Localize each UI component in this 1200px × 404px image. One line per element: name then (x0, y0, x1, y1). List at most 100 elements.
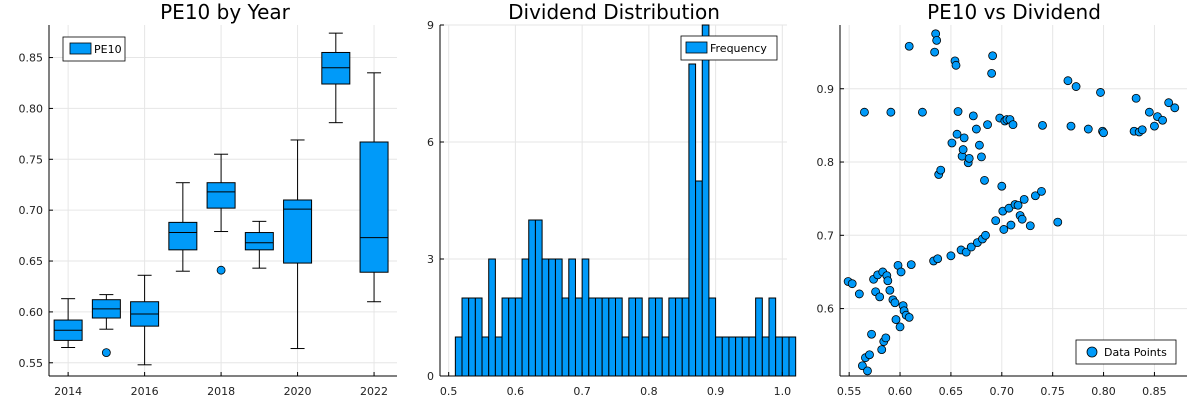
box (283, 199, 313, 264)
scatter-point (987, 68, 997, 78)
scatter-point (1013, 200, 1023, 210)
legend-label: Frequency (710, 42, 767, 55)
scatter-point (980, 175, 989, 185)
legend-swatch (69, 42, 92, 55)
scatter-point (865, 350, 874, 360)
y-tick-label: 3 (427, 253, 434, 266)
scatter-point (952, 129, 962, 139)
scatter-point (895, 322, 905, 332)
y-tick-label: 0.70 (19, 204, 44, 217)
histogram-bar (494, 336, 503, 377)
scatter-point (891, 315, 901, 324)
scatter-point (932, 35, 942, 45)
box (359, 141, 389, 273)
scatter-point (975, 140, 984, 150)
scatter-point (958, 145, 968, 154)
scatter-point (904, 41, 914, 51)
x-tick-label: 0.65 (939, 385, 964, 398)
scatter-point (847, 279, 857, 289)
scatter-point (854, 289, 864, 299)
scatter-point (1158, 115, 1167, 125)
histogram-bar (468, 297, 476, 377)
y-tick-label: 0.9 (817, 83, 835, 96)
histogram-bar (688, 63, 697, 377)
scatter-point (947, 138, 957, 148)
y-tick-labels: 0.55 0.60 0.65 0.70 0.75 0.80 0.85 (19, 52, 44, 370)
histogram-bar (474, 297, 483, 377)
histogram-bar (541, 258, 550, 377)
scatter-point (930, 47, 940, 57)
scatter-point (1053, 217, 1063, 227)
x-tick-label: 0.60 (888, 385, 913, 398)
histogram-bar (681, 297, 690, 377)
scatter-point (918, 107, 927, 117)
box (206, 182, 236, 209)
scatter-point (1030, 191, 1040, 201)
y-tick-label: 0.8 (817, 156, 835, 169)
histogram-bar (588, 297, 596, 377)
scatter-point (1038, 120, 1047, 130)
y-tick-label: 0.75 (19, 153, 44, 166)
scatter-point (1063, 76, 1073, 86)
scatter-point (863, 366, 872, 376)
scatter-point (1017, 214, 1027, 224)
scatter-point (946, 251, 956, 261)
histogram-bar (454, 336, 463, 377)
y-tick-label: 0.60 (19, 306, 44, 319)
y-tick-label: 0.85 (19, 52, 44, 65)
scatter-point (988, 51, 998, 61)
legend: Data Points (1075, 339, 1177, 365)
scatter-point (1099, 128, 1108, 138)
scatter-point (860, 107, 869, 117)
box (168, 221, 198, 251)
histogram-bar (788, 336, 797, 377)
scatter-point (1083, 124, 1093, 134)
histogram-bar (628, 297, 637, 377)
y-tick-label: 0 (427, 370, 434, 383)
histogram-bar (508, 297, 516, 377)
x-tick-label: 0.80 (1091, 385, 1116, 398)
x-tick-label: 2016 (131, 385, 159, 398)
histogram-bar (581, 258, 590, 377)
y-tick-label: 6 (427, 136, 434, 149)
histogram-bar (534, 219, 543, 377)
x-tick-label: 0.6 (507, 385, 525, 398)
histogram-bar (574, 297, 583, 377)
x-tick-labels: 0.5 0.6 0.7 0.8 0.9 1.0 (440, 385, 791, 398)
histogram-bar (568, 258, 576, 377)
histogram-bar (608, 297, 617, 377)
histogram-bar (728, 336, 737, 377)
scatter-point (1137, 125, 1147, 135)
scatter-point (1164, 98, 1174, 108)
scatter-point (964, 153, 974, 163)
x-tick-label: 2018 (207, 385, 235, 398)
histogram-bar (741, 336, 750, 377)
box-outlier (101, 348, 111, 358)
histogram-bar (501, 297, 510, 377)
y-tick-label: 0.6 (817, 303, 835, 316)
y-tick-label: 0.65 (19, 255, 44, 268)
scatter-point (983, 120, 992, 130)
legend-box (680, 35, 778, 61)
x-tick-label: 2020 (284, 385, 312, 398)
histogram-bar (748, 336, 757, 377)
x-tick-label: 0.75 (1040, 385, 1065, 398)
x-tick-label: 0.8 (640, 385, 658, 398)
histogram-bar (708, 297, 717, 377)
x-tick-label: 0.70 (990, 385, 1015, 398)
x-tick-label: 0.85 (1142, 385, 1167, 398)
histogram-bar (461, 297, 470, 377)
histogram-bar (621, 336, 630, 377)
legend-label: Data Points (1104, 346, 1167, 359)
scatter-point (1144, 107, 1154, 117)
points (843, 29, 1180, 376)
histogram-bar (715, 336, 723, 377)
axes (439, 24, 787, 377)
histogram-bar (781, 336, 790, 377)
grid (840, 25, 1187, 376)
histogram-bar (528, 219, 536, 377)
y-tick-label: 9 (427, 19, 434, 32)
scatter-point (1150, 121, 1159, 131)
histogram-bar (661, 336, 670, 377)
histogram-bar (554, 258, 563, 377)
